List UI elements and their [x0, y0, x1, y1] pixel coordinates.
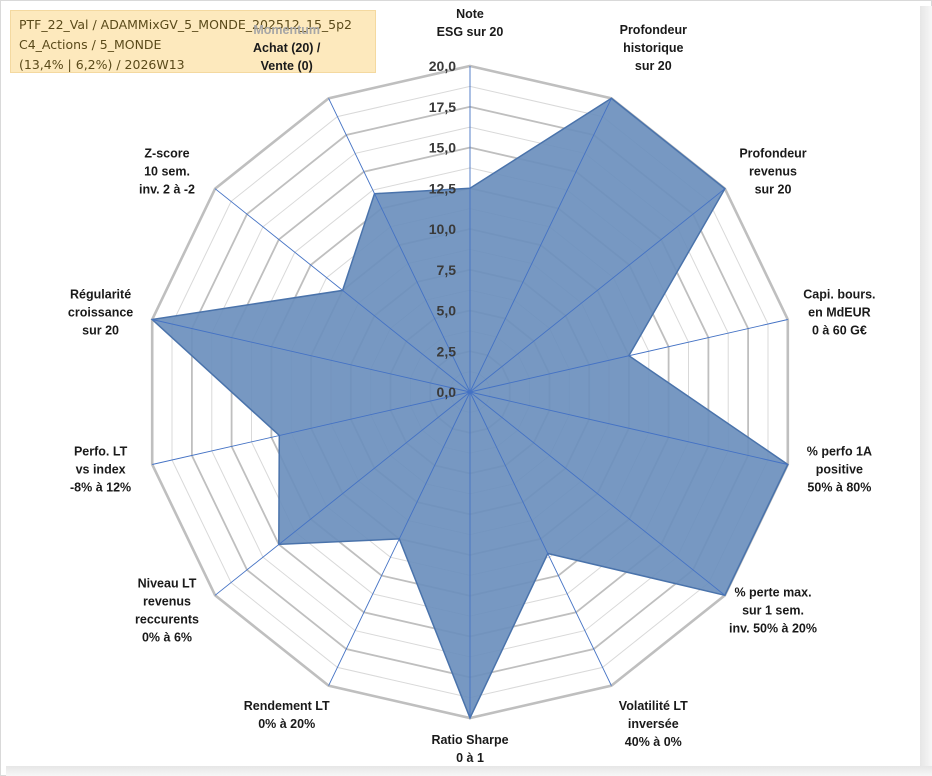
- axis-labels: Note ESG sur 20 Profondeur historique sur 20…: [68, 7, 876, 765]
- info-box: PTF_22_Val / ADAMMixGV_5_MONDE_202512_15…: [10, 10, 376, 73]
- spoke: [469, 391, 726, 596]
- spoke: [469, 391, 612, 686]
- tick-label: 5,0: [437, 303, 457, 319]
- axis-label: % perfo 1A positive 50% à 80%: [807, 444, 872, 494]
- axis-label: Niveau LT revenus reccurents 0% à 6%: [135, 577, 199, 645]
- axis-label: Perfo. LT vs index -8% à 12%: [70, 444, 131, 494]
- spoke: [328, 391, 471, 686]
- axis-label: Capi. bours. en MdEUR 0 à 60 G€: [803, 288, 875, 338]
- spoke: [469, 188, 726, 393]
- tick-label: 2,5: [437, 343, 457, 359]
- axis-label: Profondeur revenus sur 20: [739, 147, 806, 197]
- spoke: [214, 391, 471, 596]
- spoke: [469, 319, 788, 393]
- axis-label: Note ESG sur 20: [437, 7, 504, 39]
- tick-labels: 0,0 2,5 5,0 7,5 10,0 12,5 15,0 17,5 20,0: [429, 58, 456, 400]
- tick-label: 0,0: [437, 384, 457, 400]
- spokes: [152, 66, 788, 718]
- spoke: [469, 98, 612, 393]
- axis-label: Volatilité LT inversée 40% à 0%: [619, 699, 688, 749]
- axis-label: Z-score 10 sem. inv. 2 à -2: [139, 147, 195, 197]
- spoke: [328, 98, 471, 393]
- tick-label: 7,5: [437, 262, 457, 278]
- tick-label: 15,0: [429, 140, 456, 156]
- axis-label: Momentum Achat (20) / Vente (0): [253, 23, 321, 73]
- spoke: [152, 391, 471, 465]
- tick-label: 20,0: [429, 58, 456, 74]
- axis-label: Rendement LT 0% à 20%: [244, 699, 330, 731]
- info-line-2: C4_Actions / 5_MONDE: [19, 37, 162, 52]
- info-line-1: PTF_22_Val / ADAMMixGV_5_MONDE_202512_15…: [19, 17, 352, 32]
- axis-label: Profondeur historique sur 20: [620, 23, 687, 73]
- info-line-3: (13,4% | 6,2%) / 2026W13: [19, 57, 185, 72]
- spoke: [152, 319, 471, 393]
- spoke: [214, 188, 471, 393]
- tick-label: 17,5: [429, 99, 456, 115]
- tick-label: 10,0: [429, 221, 456, 237]
- tick-label: 12,5: [429, 180, 456, 196]
- axis-label: Ratio Sharpe 0 à 1: [431, 733, 508, 765]
- axis-label: % perte max. sur 1 sem. inv. 50% à 20%: [729, 586, 817, 636]
- spoke: [469, 391, 788, 465]
- frame-shadow-bottom: [6, 766, 932, 776]
- frame-shadow-right: [920, 6, 932, 776]
- axis-label: Régularité croissance sur 20: [68, 288, 133, 338]
